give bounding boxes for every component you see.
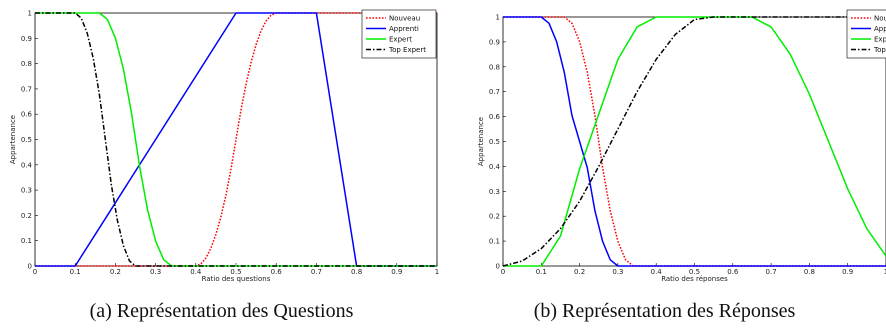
x-tick-label: 0.8 <box>351 268 362 276</box>
x-tick-label: 0.6 <box>727 268 739 276</box>
y-tick-label: 0 <box>496 263 500 271</box>
legend-label-nouveau: Nouveau <box>389 15 420 23</box>
legend-label-apprenti: Apprenti <box>874 25 886 33</box>
y-tick-label: 0.4 <box>489 163 501 171</box>
legend-label-expert: Expert <box>874 36 886 44</box>
chart-reponses: 0 0.1 0.2 0.3 0.4 0.5 0.6 0.7 0.8 0.9 1 0 0.1 0.2 0.3 0… <box>477 9 886 283</box>
x-tick-label: 0.3 <box>612 268 623 276</box>
legend-label-apprenti: Apprenti <box>389 25 419 33</box>
legend-label-top-expert: Top Expert <box>873 46 886 54</box>
y-tick-label: 1 <box>28 10 32 18</box>
x-axis-label: Ratio des réponses <box>661 275 728 283</box>
y-tick-label: 0.1 <box>21 237 32 245</box>
y-tick-label: 0.3 <box>21 187 32 195</box>
y-tick-label: 0.4 <box>21 161 33 169</box>
y-tick-label: 0.8 <box>21 60 32 68</box>
chart-questions: 0 0.1 0.2 0.3 0.4 0.5 0.6 0.7 0.8 0.9 1 0 0.1 0.2 0.3 0… <box>9 9 439 284</box>
y-tick-label: 0.9 <box>489 38 500 46</box>
legend-label-top-expert: Top Expert <box>388 46 426 54</box>
x-tick-label: 1 <box>884 268 886 276</box>
y-tick-label: 1 <box>496 14 500 22</box>
caption-questions: (a) Représentation des Questions <box>89 300 354 322</box>
series-line-apprenti <box>503 16 886 267</box>
x-tick-label: 0.6 <box>271 268 283 276</box>
legend: Nouveau Apprenti Expert Top Expert <box>846 9 886 59</box>
x-tick-label: 0.5 <box>689 268 700 276</box>
x-tick-label: 0.4 <box>651 268 663 276</box>
y-tick-label: 0.6 <box>21 111 33 119</box>
y-tick-label: 0.3 <box>489 188 500 196</box>
legend-label-nouveau: Nouveau <box>874 15 886 23</box>
x-tick-label: 0.7 <box>311 268 322 276</box>
series-line-top-expert <box>502 16 886 267</box>
legend-label-expert: Expert <box>389 36 412 44</box>
legend-box <box>361 9 437 59</box>
y-tick-label: 0.5 <box>21 136 32 144</box>
y-tick-label: 0.1 <box>489 238 500 246</box>
y-tick-label: 0.2 <box>489 213 500 221</box>
series-line-expert <box>35 12 437 267</box>
x-tick-label: 0.2 <box>110 268 121 276</box>
x-tick-label: 0.4 <box>190 268 202 276</box>
x-tick-label: 0.3 <box>150 268 161 276</box>
x-tick-label: 0.2 <box>574 268 585 276</box>
x-tick-label: 0.9 <box>842 268 853 276</box>
y-axis-label: Appartenance <box>9 115 17 164</box>
x-axis-label: Ratio des questions <box>202 275 271 283</box>
y-tick-label: 0.7 <box>489 88 500 96</box>
y-tick-label: 0 <box>28 263 32 271</box>
x-tick-label: 0 <box>501 268 505 276</box>
x-tick-label: 0.9 <box>391 268 402 276</box>
y-tick-label: 0.9 <box>21 35 32 43</box>
series-line-nouveau <box>35 12 437 267</box>
figure-reponses: 0 0.1 0.2 0.3 0.4 0.5 0.6 0.7 0.8 0.9 1 0 0.1 0.2 0.3 0… <box>443 0 886 334</box>
series-line-expert <box>503 16 886 267</box>
y-tick-label: 0.6 <box>489 113 501 121</box>
y-tick-label: 0.2 <box>21 212 32 220</box>
figure-questions: 0 0.1 0.2 0.3 0.4 0.5 0.6 0.7 0.8 0.9 1 0 0.1 0.2 0.3 0… <box>9 9 439 323</box>
x-tick-label: 0.1 <box>70 268 81 276</box>
legend: Nouveau Apprenti Expert Top Expert <box>361 9 437 59</box>
series-line-top-expert <box>35 12 437 267</box>
x-tick-label: 1 <box>435 268 439 276</box>
series-line-nouveau <box>503 16 886 267</box>
y-tick-label: 0.5 <box>489 138 500 146</box>
y-axis-label: Appartenance <box>477 117 485 166</box>
x-tick-label: 0.1 <box>536 268 547 276</box>
x-tick-label: 0.7 <box>766 268 777 276</box>
y-tick-label: 0.8 <box>489 63 500 71</box>
caption-reponses: (b) Représentation des Réponses <box>533 300 796 322</box>
x-tick-label: 0.5 <box>230 268 241 276</box>
x-tick-label: 0 <box>33 268 37 276</box>
y-tick-label: 0.7 <box>21 85 32 93</box>
x-tick-label: 0.8 <box>804 268 815 276</box>
